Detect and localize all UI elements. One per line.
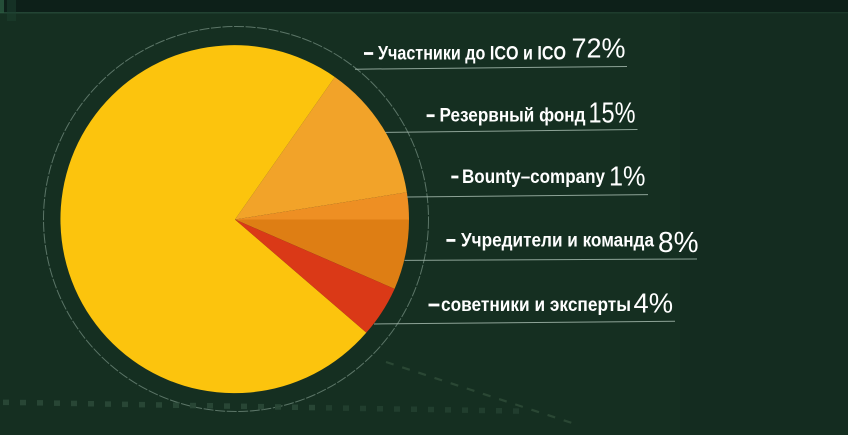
svg-text:1%: 1% [609, 161, 646, 192]
svg-text:Участники до ICO и ICO: Участники до ICO и ICO [378, 44, 566, 65]
svg-text:8%: 8% [658, 227, 699, 259]
svg-text:72%: 72% [572, 32, 626, 63]
svg-text:советники и эксперты: советники и эксперты [441, 295, 631, 316]
svg-text:15%: 15% [589, 98, 636, 130]
svg-text:Учредители и команда: Учредители и команда [461, 230, 654, 251]
svg-text:4%: 4% [634, 287, 674, 318]
svg-text:Bounty–company: Bounty–company [462, 167, 605, 188]
svg-text:Резервный фонд: Резервный фонд [440, 106, 586, 127]
